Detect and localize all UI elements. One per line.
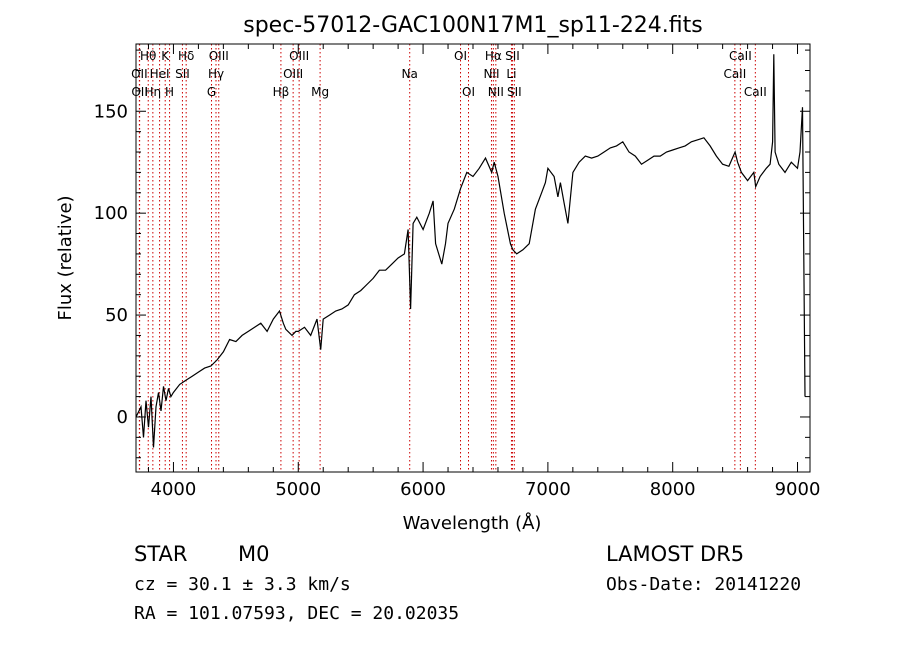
y-tick-label: 150 bbox=[94, 101, 128, 122]
line-marker-label: HeI bbox=[150, 67, 170, 81]
y-axis-label: Flux (relative) bbox=[55, 195, 76, 320]
x-tick-label: 4000 bbox=[151, 479, 197, 500]
line-marker-label: OIII bbox=[289, 49, 309, 63]
line-markers bbox=[138, 44, 756, 472]
y-tick-label: 0 bbox=[117, 407, 128, 428]
line-marker-label: Hα bbox=[485, 49, 502, 63]
spectrum-line bbox=[135, 54, 806, 448]
line-marker-label: Hδ bbox=[178, 49, 194, 63]
x-tick-label: 8000 bbox=[650, 479, 696, 500]
object-subclass: M0 bbox=[238, 542, 269, 566]
line-marker-label: SII bbox=[505, 49, 520, 63]
x-axis-label: Wavelength (Å) bbox=[403, 512, 542, 534]
x-tick-label: 7000 bbox=[525, 479, 571, 500]
line-marker-label: CaII bbox=[723, 67, 746, 81]
line-marker-label: OI bbox=[454, 49, 467, 63]
line-marker-label: CaII bbox=[729, 49, 752, 63]
line-marker-label: SII bbox=[175, 67, 190, 81]
line-marker-label: Hθ bbox=[140, 49, 156, 63]
x-axis-ticks: 4000 5000 6000 7000 8000 9000 bbox=[147, 44, 821, 500]
line-marker-label: Hβ bbox=[273, 85, 290, 99]
line-marker-label: K bbox=[161, 49, 170, 63]
line-marker-label: OII bbox=[131, 67, 148, 81]
line-marker-label: G bbox=[207, 85, 216, 99]
chart-title: spec-57012-GAC100N17M1_sp11-224.fits bbox=[243, 13, 703, 38]
line-marker-label: Hγ bbox=[208, 67, 224, 81]
x-tick-label: 6000 bbox=[400, 479, 446, 500]
line-marker-label: CaII bbox=[744, 85, 767, 99]
observation-date: Obs-Date: 20141220 bbox=[606, 574, 801, 595]
line-marker-label: Na bbox=[402, 67, 418, 81]
y-axis-ticks: 0 50 100 150 bbox=[94, 49, 810, 459]
line-marker-label: OI bbox=[462, 85, 475, 99]
line-marker-label: NII bbox=[483, 67, 499, 81]
line-marker-label: Li bbox=[506, 67, 516, 81]
coordinates-readout: RA = 101.07593, DEC = 20.02035 bbox=[134, 603, 459, 624]
plot-frame bbox=[135, 43, 811, 473]
line-marker-label: SII bbox=[507, 85, 522, 99]
x-tick-label: 9000 bbox=[775, 479, 821, 500]
object-class: STAR bbox=[134, 542, 187, 566]
redshift-readout: cz = 30.1 ± 3.3 km/s bbox=[134, 574, 351, 595]
x-tick-label: 5000 bbox=[275, 479, 321, 500]
line-marker-label: OIII bbox=[209, 49, 229, 63]
line-marker-label: Mg bbox=[311, 85, 329, 99]
line-marker-label: OIII bbox=[283, 67, 303, 81]
line-marker-label: Hη bbox=[145, 85, 162, 99]
line-marker-label: OII bbox=[131, 85, 148, 99]
survey-name: LAMOST DR5 bbox=[606, 542, 744, 566]
line-marker-label: NII bbox=[488, 85, 504, 99]
line-marker-label: H bbox=[165, 85, 174, 99]
y-tick-label: 50 bbox=[105, 305, 128, 326]
y-tick-label: 100 bbox=[94, 203, 128, 224]
